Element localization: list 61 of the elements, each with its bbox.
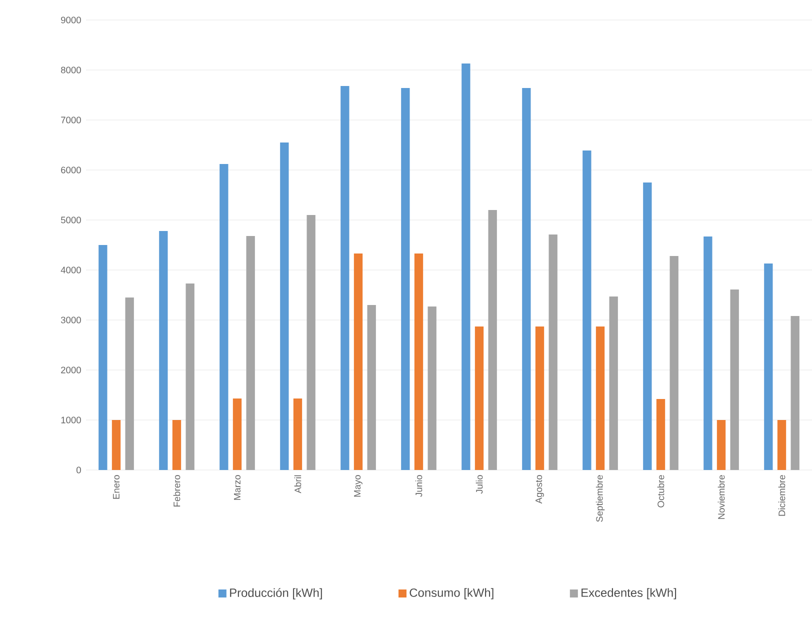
y-tick-label: 1000 — [61, 416, 81, 424]
bar — [246, 236, 255, 470]
x-tick-label: Julio — [476, 475, 483, 494]
y-tick-label: 5000 — [60, 216, 81, 224]
bar — [643, 182, 652, 470]
bar — [488, 210, 497, 470]
bar — [232, 398, 242, 470]
bar — [764, 264, 773, 470]
bar — [670, 256, 678, 470]
y-tick-label: 3000 — [60, 316, 81, 324]
bar — [656, 399, 666, 470]
bar — [790, 316, 800, 470]
bar — [777, 420, 786, 470]
legend-label: Consumo [kWh] — [410, 588, 494, 600]
bar — [280, 142, 289, 470]
bar — [548, 234, 558, 470]
bar — [428, 306, 436, 470]
legend-label: Excedentes [kWh] — [582, 588, 676, 600]
x-tick-label: Enero — [113, 475, 120, 499]
bar — [596, 326, 605, 470]
x-tick-label: Abril — [294, 475, 302, 494]
bar — [535, 326, 544, 470]
y-tick-label: 6000 — [61, 166, 81, 174]
bar — [112, 420, 121, 470]
bar — [474, 326, 484, 470]
x-tick-label: Junio — [415, 475, 422, 497]
y-tick-label: 9000 — [61, 16, 81, 24]
bar — [220, 164, 228, 470]
bar — [462, 64, 470, 470]
bar — [367, 305, 376, 470]
x-tick-label: Noviembre — [718, 475, 725, 519]
bar — [716, 420, 726, 470]
x-tick-label: Marzo — [234, 475, 240, 500]
bar — [340, 86, 350, 470]
y-tick-label: 2000 — [61, 366, 81, 374]
x-tick-label: Mayo — [354, 475, 362, 497]
bar — [186, 284, 194, 470]
bar — [522, 88, 531, 470]
bar — [293, 398, 302, 470]
x-tick-label: Agosto — [536, 475, 544, 504]
bar — [306, 215, 316, 470]
bar — [704, 236, 712, 470]
x-tick-label: Febrero — [173, 475, 180, 506]
legend-label: Producción [kWh] — [230, 588, 322, 600]
x-tick-label: Diciembre — [778, 475, 786, 516]
bar — [125, 298, 134, 470]
bar — [609, 296, 618, 470]
y-tick-label: 0 — [76, 466, 81, 474]
x-tick-label: Septiembre — [596, 475, 605, 522]
bar — [730, 290, 739, 470]
x-tick-label: Octubre — [657, 475, 664, 508]
bar — [159, 231, 168, 470]
y-tick-label: 7000 — [61, 116, 81, 124]
bar — [414, 254, 424, 470]
bar — [172, 420, 182, 470]
bar — [98, 245, 108, 470]
bar — [401, 88, 410, 470]
y-tick-label: 4000 — [60, 266, 81, 274]
bar — [582, 150, 592, 470]
bar — [354, 254, 363, 470]
y-tick-label: 8000 — [61, 66, 81, 74]
